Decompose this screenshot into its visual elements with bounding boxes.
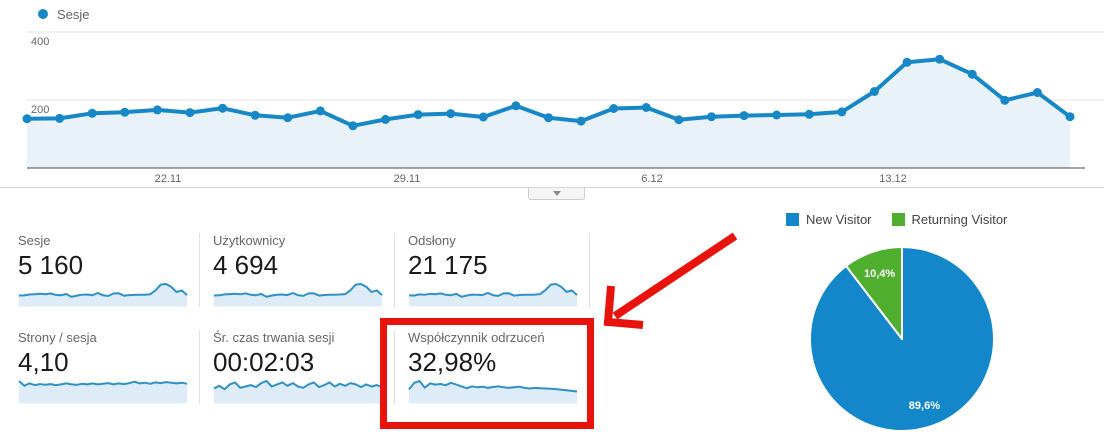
metric-label: Współczynnik odrzuceń — [408, 330, 545, 345]
returning-visitor-swatch-icon — [891, 213, 905, 226]
metric-sparkline — [213, 283, 383, 307]
metric-sparkline — [408, 380, 578, 404]
metric-label: Śr. czas trwania sesji — [213, 330, 335, 345]
chevron-down-icon — [552, 191, 561, 196]
metric-sparkline — [18, 380, 188, 404]
pie-legend-label: New Visitor — [806, 212, 872, 227]
pie-legend-label: Returning Visitor — [911, 212, 1008, 227]
svg-text:22.11: 22.11 — [155, 173, 182, 185]
svg-text:89,6%: 89,6% — [909, 400, 940, 412]
svg-text:200: 200 — [31, 104, 49, 116]
pie-legend: New Visitor Returning Visitor — [786, 212, 1007, 227]
metric-label: Odsłony — [408, 233, 456, 248]
timeline-legend: Sesje — [38, 6, 90, 22]
metric-value: 5 160 — [18, 250, 84, 280]
visitor-type-pie-chart[interactable]: 89,6% 10,4% — [806, 243, 998, 435]
chart-collapse-button[interactable] — [528, 188, 585, 200]
timeline-legend-label: Sesje — [57, 6, 90, 22]
svg-text:13.12: 13.12 — [879, 173, 907, 185]
pie-legend-new-visitor: New Visitor — [786, 212, 872, 227]
sessions-timeline-chart[interactable]: 400 200 22.11 29.11 6.12 13.12 — [0, 28, 1104, 192]
pie-legend-returning-visitor: Returning Visitor — [891, 212, 1008, 227]
chart-section-divider — [0, 187, 1104, 188]
metric-sparkline — [408, 283, 578, 307]
metric-value: 4 694 — [213, 250, 279, 280]
new-visitor-swatch-icon — [786, 213, 799, 226]
metric-sparkline — [18, 283, 188, 307]
metric-value: 4,10 — [18, 347, 69, 377]
svg-text:29.11: 29.11 — [394, 173, 421, 185]
sessions-series-dot-icon — [38, 9, 48, 19]
metric-label: Użytkownicy — [213, 233, 286, 248]
metric-value: 00:02:03 — [213, 347, 315, 377]
metric-card-odslony[interactable]: Odsłony 21 175 — [395, 233, 590, 307]
svg-text:400: 400 — [31, 36, 49, 48]
svg-text:10,4%: 10,4% — [864, 268, 895, 280]
metric-row-2: Strony / sesja 4,10 Śr. czas trwania ses… — [18, 330, 590, 404]
metric-card-sesje[interactable]: Sesje 5 160 — [18, 233, 200, 307]
metric-value: 21 175 — [408, 250, 488, 280]
metric-card-uzytkownicy[interactable]: Użytkownicy 4 694 — [200, 233, 395, 307]
metric-label: Sesje — [18, 233, 51, 248]
metric-value: 32,98% — [408, 347, 497, 377]
metric-row-1: Sesje 5 160 Użytkownicy 4 694 Odsłony 21… — [18, 233, 590, 307]
metric-card-sredni-czas[interactable]: Śr. czas trwania sesji 00:02:03 — [200, 330, 395, 404]
metric-label: Strony / sesja — [18, 330, 97, 345]
metric-scorecards: Sesje 5 160 Użytkownicy 4 694 Odsłony 21… — [18, 233, 590, 404]
svg-text:6.12: 6.12 — [641, 173, 662, 185]
metric-card-strony-sesja[interactable]: Strony / sesja 4,10 — [18, 330, 200, 404]
annotation-arrow-icon — [603, 232, 738, 329]
metric-card-wspolczynnik-odrzucen[interactable]: Współczynnik odrzuceń 32,98% — [395, 330, 590, 404]
metric-sparkline — [213, 380, 383, 404]
